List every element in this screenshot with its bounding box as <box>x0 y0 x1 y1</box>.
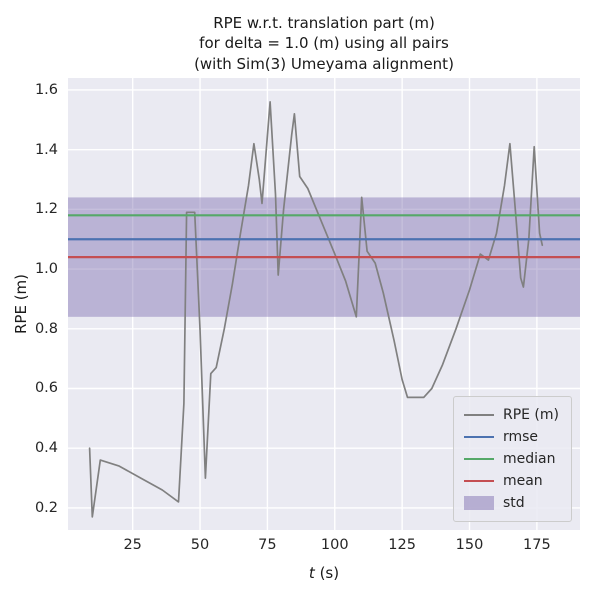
legend-line-swatch <box>463 414 494 416</box>
x-tick-label: 25 <box>123 537 142 553</box>
legend-item-median: median <box>463 448 559 470</box>
y-tick-label: 1.4 <box>34 141 58 158</box>
chart-title-line-1: RPE w.r.t. translation part (m) <box>213 14 435 32</box>
legend-item-mean: mean <box>463 470 559 492</box>
legend-item-std: std <box>463 492 559 514</box>
x-tick-label: 175 <box>523 537 551 553</box>
x-tick-label: 50 <box>190 537 210 553</box>
legend-label: mean <box>502 473 543 489</box>
x-tick-label: 125 <box>388 537 416 553</box>
x-axis-label-variable: t <box>308 564 315 582</box>
rpe-series-line <box>88 101 544 518</box>
legend-label: RPE (m) <box>502 407 559 423</box>
chart-title: RPE w.r.t. translation part (m) for delt… <box>68 13 580 74</box>
y-tick-label: 1.2 <box>34 201 58 218</box>
x-tick-label: 75 <box>258 537 277 553</box>
legend-line-swatch <box>463 480 494 482</box>
legend-label: std <box>502 495 525 511</box>
chart-title-line-3: (with Sim(3) Umeyama alignment) <box>194 54 454 73</box>
y-tick-label: 1.0 <box>34 261 58 278</box>
legend-label: median <box>502 451 556 467</box>
legend-item-rmse: rmse <box>463 426 559 448</box>
x-axis-label-unit: (s) <box>314 564 340 582</box>
legend-item-rpe-m-: RPE (m) <box>463 404 559 426</box>
x-axis-label: t (s) <box>68 564 580 582</box>
y-tick-label: 0.4 <box>34 440 58 457</box>
y-tick-label: 1.6 <box>34 81 58 98</box>
legend: RPE (m) rmse median mean std <box>452 396 572 522</box>
chart-title-line-2: for delta = 1.0 (m) using all pairs <box>199 34 449 53</box>
legend-line-swatch <box>463 436 494 438</box>
y-tick-label: 0.2 <box>34 499 58 516</box>
legend-line-swatch <box>463 458 494 460</box>
y-tick-label: 0.8 <box>34 320 58 337</box>
y-tick-label: 0.6 <box>34 380 58 397</box>
legend-label: rmse <box>502 429 539 445</box>
x-tick-label: 150 <box>455 537 484 553</box>
legend-patch-swatch <box>463 496 494 510</box>
x-tick-label: 100 <box>320 537 349 553</box>
